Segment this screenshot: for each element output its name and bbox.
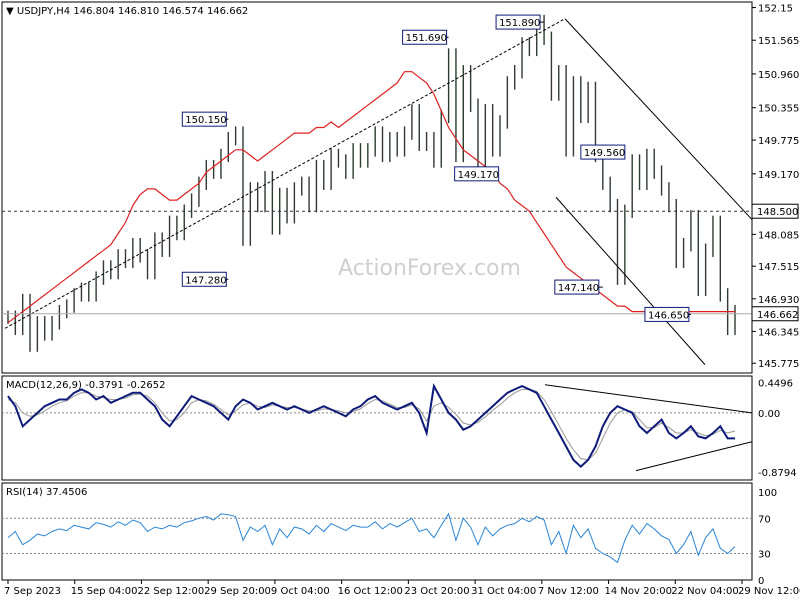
price-tick-label: 149.170 — [758, 170, 799, 181]
price-tick-label: 150.355 — [758, 104, 799, 115]
price-tick-label: 152.15 — [758, 4, 793, 15]
macd-upper-trendline — [544, 384, 753, 414]
annotation-box — [554, 279, 600, 295]
annotation-box — [495, 14, 541, 30]
level-label: 148.500 — [757, 207, 798, 218]
x-tick-label: 23 Oct 20:00 — [404, 586, 469, 597]
rsi-tick-label: 30 — [758, 550, 771, 561]
annotation-label: 146.650 — [648, 310, 689, 321]
annotation-box — [181, 111, 227, 127]
x-tick-label: 7 Nov 12:00 — [538, 586, 599, 597]
watermark: ActionForex.com — [338, 256, 521, 281]
macd-lower-trendline — [635, 441, 753, 472]
level-label-box — [751, 203, 799, 219]
annotation-box — [644, 306, 690, 322]
pane-frame-price — [1, 1, 753, 374]
price-tick-label: 149.775 — [758, 136, 799, 147]
macd-line — [7, 383, 735, 468]
macd-signal-line — [7, 388, 736, 461]
current-price-label: 146.662 — [757, 310, 798, 321]
annotation-label: 149.560 — [584, 148, 625, 159]
x-tick-label: 15 Sep 04:00 — [71, 586, 138, 597]
annotation-label: 147.280 — [185, 275, 226, 286]
annotation-label: 150.150 — [185, 115, 226, 126]
macd-tick-label: -0.8794 — [758, 468, 797, 479]
macd-header: MACD(12,26,9) -0.3791 -0.2652 — [6, 380, 166, 391]
annotation-box — [454, 166, 500, 182]
pane-frame-rsi — [1, 482, 753, 581]
rsi-tick-label: 70 — [758, 514, 771, 525]
x-tick-label: 29 Sep 20:00 — [204, 586, 271, 597]
annotation-label: 151.890 — [499, 18, 540, 29]
x-tick-label: 31 Oct 04:00 — [471, 586, 536, 597]
annotation-label: 149.170 — [458, 170, 499, 181]
macd-tick-label: 0.00 — [758, 409, 780, 420]
rsi-tick-label: 0 — [758, 576, 764, 587]
channel-upper-line — [564, 18, 753, 220]
price-tick-label: 146.930 — [758, 295, 799, 306]
annotation-box — [580, 144, 626, 160]
x-tick-label: 29 Nov 12:00 — [738, 586, 800, 597]
annotation-label: 151.690 — [406, 33, 447, 44]
x-tick-label: 16 Oct 12:00 — [338, 586, 403, 597]
x-tick-label: 22 Nov 04:00 — [671, 586, 738, 597]
price-tick-label: 150.960 — [758, 70, 799, 81]
ascending-trendline — [4, 18, 566, 329]
annotation-label: 147.140 — [558, 283, 599, 294]
price-tick-label: 148.085 — [758, 230, 799, 241]
price-tick-label: 146.345 — [758, 327, 799, 338]
price-header: ▼ USDJPY,H4 146.804 146.810 146.574 146.… — [6, 6, 248, 17]
x-tick-label: 9 Oct 04:00 — [271, 586, 330, 597]
moving-average-line — [7, 71, 735, 324]
x-tick-label: 7 Sep 2023 — [4, 586, 61, 597]
pane-frame-macd — [1, 375, 753, 481]
rsi-tick-label: 100 — [758, 488, 777, 499]
macd-tick-label: 0.4496 — [758, 379, 793, 390]
rsi-header: RSI(14) 37.4506 — [6, 487, 87, 498]
rsi-line — [7, 512, 736, 564]
x-tick-label: 14 Nov 20:00 — [605, 586, 672, 597]
price-tick-label: 147.515 — [758, 262, 799, 273]
x-tick-label: 22 Sep 12:00 — [137, 586, 204, 597]
price-tick-label: 151.565 — [758, 36, 799, 47]
annotation-box — [402, 29, 448, 45]
annotation-box — [181, 271, 227, 287]
channel-lower-line — [555, 196, 706, 365]
price-tick-label: 145.775 — [758, 359, 799, 370]
current-price-label-box — [751, 306, 799, 322]
